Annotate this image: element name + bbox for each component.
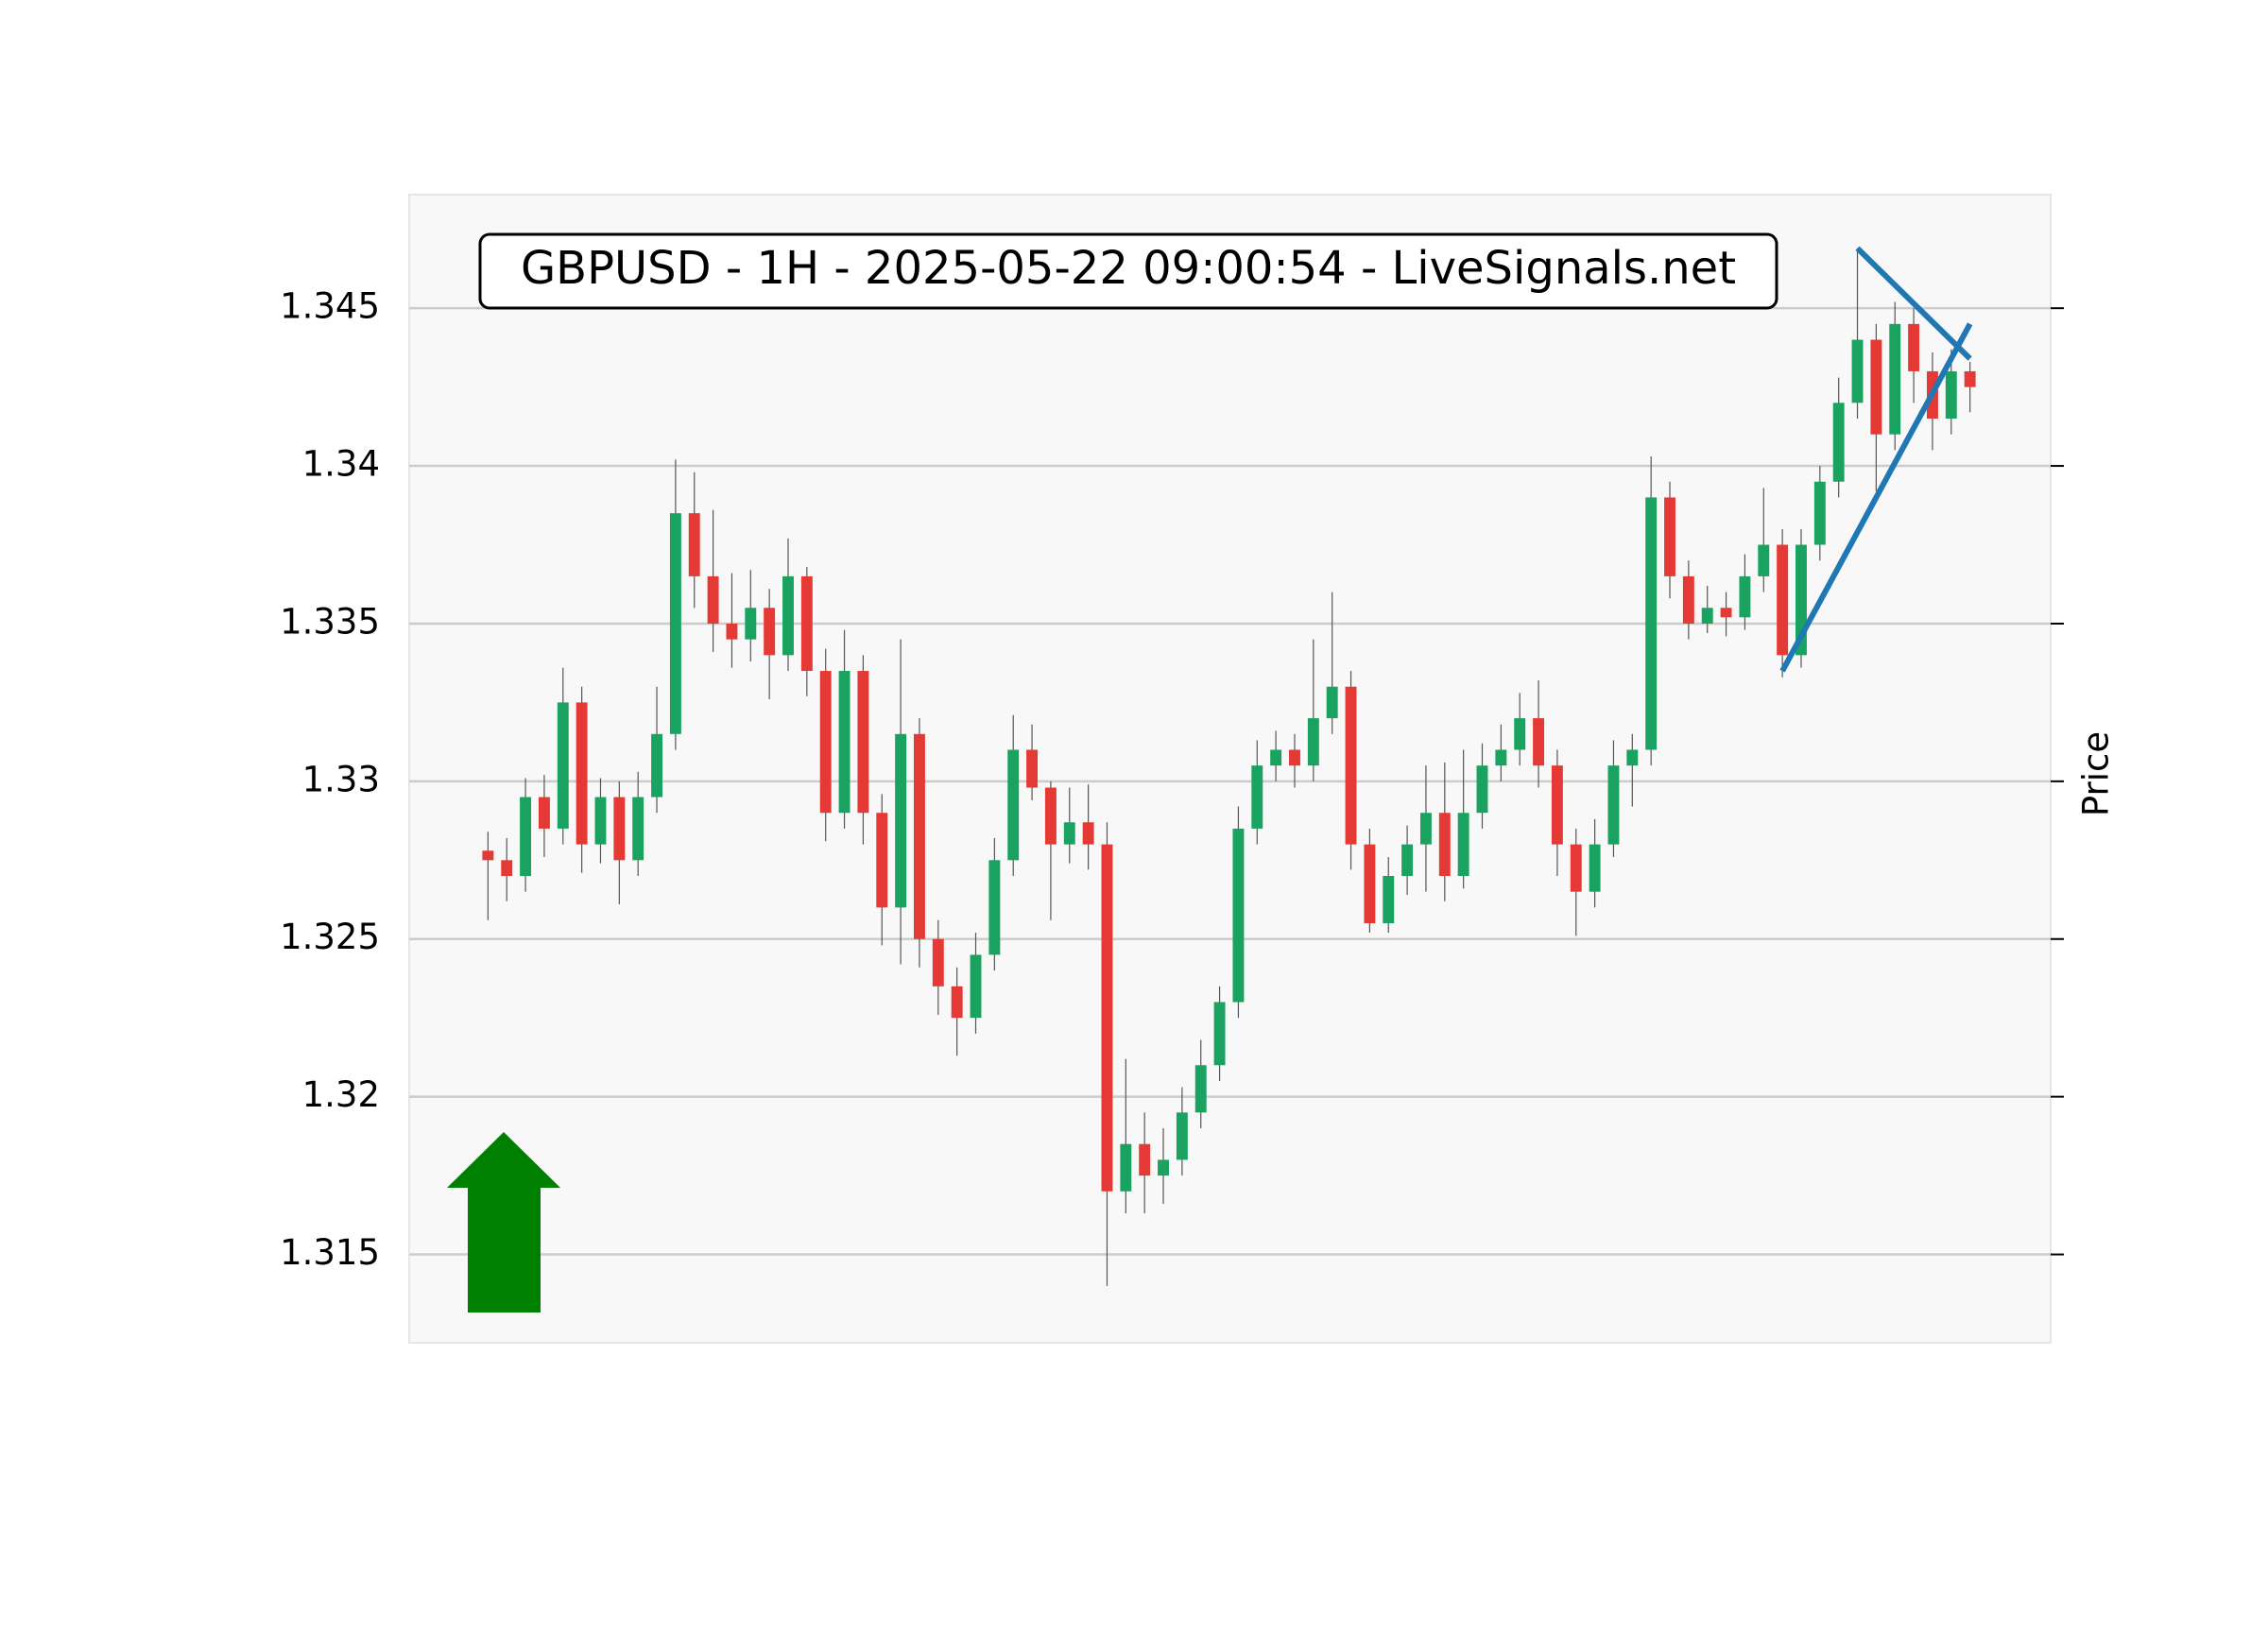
candle-body xyxy=(1758,544,1770,576)
candle-body xyxy=(782,575,794,656)
candle-body xyxy=(1701,608,1713,624)
candle-body xyxy=(764,608,776,656)
trend-line xyxy=(1779,322,1973,673)
candle-body xyxy=(1307,718,1319,766)
candle-body xyxy=(1438,813,1451,876)
candle-body xyxy=(1270,749,1282,766)
candle-body xyxy=(1796,544,1807,656)
candle-body xyxy=(594,797,607,845)
candle-body xyxy=(1589,844,1601,892)
candle-body xyxy=(1401,844,1414,876)
candle-body xyxy=(1383,875,1395,924)
candle-body xyxy=(1082,822,1094,845)
signal-arrow xyxy=(447,1132,560,1313)
candle-body xyxy=(651,733,662,798)
candle-body xyxy=(914,733,925,939)
candle-body xyxy=(1645,497,1658,750)
candle-body xyxy=(1533,718,1545,766)
y-tick-label: 1.33 xyxy=(302,759,380,799)
y-axis-label: Price xyxy=(2076,731,2117,816)
candle-body xyxy=(688,513,700,576)
candle-body xyxy=(1345,686,1357,845)
candle-body xyxy=(800,575,813,672)
y-tick-label: 1.335 xyxy=(280,601,380,642)
candle-body xyxy=(576,702,588,845)
candle-body xyxy=(1495,749,1507,766)
candle-body xyxy=(1607,765,1620,845)
candle-body xyxy=(1044,787,1057,845)
candle-body xyxy=(1832,403,1845,482)
candle-body xyxy=(613,797,626,861)
candle-body xyxy=(538,797,550,829)
y-tick-label: 1.315 xyxy=(280,1232,380,1273)
y-tick-label: 1.32 xyxy=(302,1074,380,1115)
candle-body xyxy=(1289,749,1300,766)
candle-body xyxy=(1682,575,1694,624)
candle-body xyxy=(1626,749,1639,766)
candle-body xyxy=(501,860,513,876)
candle-body xyxy=(632,797,644,861)
candle-body xyxy=(951,986,963,1019)
candle-body xyxy=(1120,1143,1132,1192)
candle-body xyxy=(1139,1143,1151,1176)
candle-body xyxy=(557,702,569,829)
y-tick-label: 1.345 xyxy=(280,286,380,327)
chart-title: GBPUSD - 1H - 2025-05-22 09:00:54 - Live… xyxy=(521,242,1736,295)
candle-body xyxy=(1101,844,1113,1192)
candle-body xyxy=(1664,497,1675,576)
candle-body xyxy=(1326,686,1338,719)
candle-body xyxy=(1251,765,1263,829)
candle-body xyxy=(1514,718,1526,750)
candle-body xyxy=(895,733,907,908)
candle-body xyxy=(1194,1065,1207,1113)
candle-body xyxy=(819,671,832,814)
candle-body xyxy=(707,575,719,624)
candle-body xyxy=(1176,1112,1188,1160)
candle-body xyxy=(970,954,982,1019)
y-tick-label: 1.34 xyxy=(302,444,380,485)
candle-body xyxy=(1457,813,1469,876)
candle-body xyxy=(1364,844,1376,924)
candle-body xyxy=(1570,844,1582,892)
title-box xyxy=(478,232,1778,310)
candle-body xyxy=(1063,822,1075,845)
candle-body xyxy=(1551,765,1563,845)
candle-body xyxy=(988,860,1001,955)
candle-body xyxy=(1908,323,1920,371)
candles xyxy=(482,246,1976,1286)
candle-body xyxy=(1945,370,1957,419)
candle-body xyxy=(1813,481,1826,545)
candle-body xyxy=(745,608,757,640)
candle-body xyxy=(1889,323,1901,435)
candle-body xyxy=(932,938,944,987)
candle-body xyxy=(1213,1002,1226,1066)
candle-body xyxy=(1158,1159,1169,1176)
y-tick-label: 1.325 xyxy=(280,917,380,957)
candle-body xyxy=(1964,370,1976,387)
candle-body xyxy=(1851,339,1864,403)
candle-body xyxy=(876,813,888,908)
candle-body xyxy=(1870,339,1882,435)
candle-body xyxy=(1007,749,1020,861)
candle-body xyxy=(520,797,532,876)
candle-body xyxy=(1026,749,1039,788)
candle-body xyxy=(838,671,850,814)
candle-body xyxy=(1720,608,1732,618)
candle-body xyxy=(1739,575,1751,618)
trend-line xyxy=(1855,246,1972,361)
candle-body xyxy=(857,671,869,814)
plot-area xyxy=(408,194,2052,1344)
candle-body xyxy=(1777,544,1789,656)
candle-body xyxy=(1419,813,1432,845)
candle-body xyxy=(669,513,681,734)
candle-body xyxy=(726,623,738,640)
candle-body xyxy=(1232,828,1245,1003)
candle-body xyxy=(482,850,494,861)
candle-body xyxy=(1476,765,1488,814)
